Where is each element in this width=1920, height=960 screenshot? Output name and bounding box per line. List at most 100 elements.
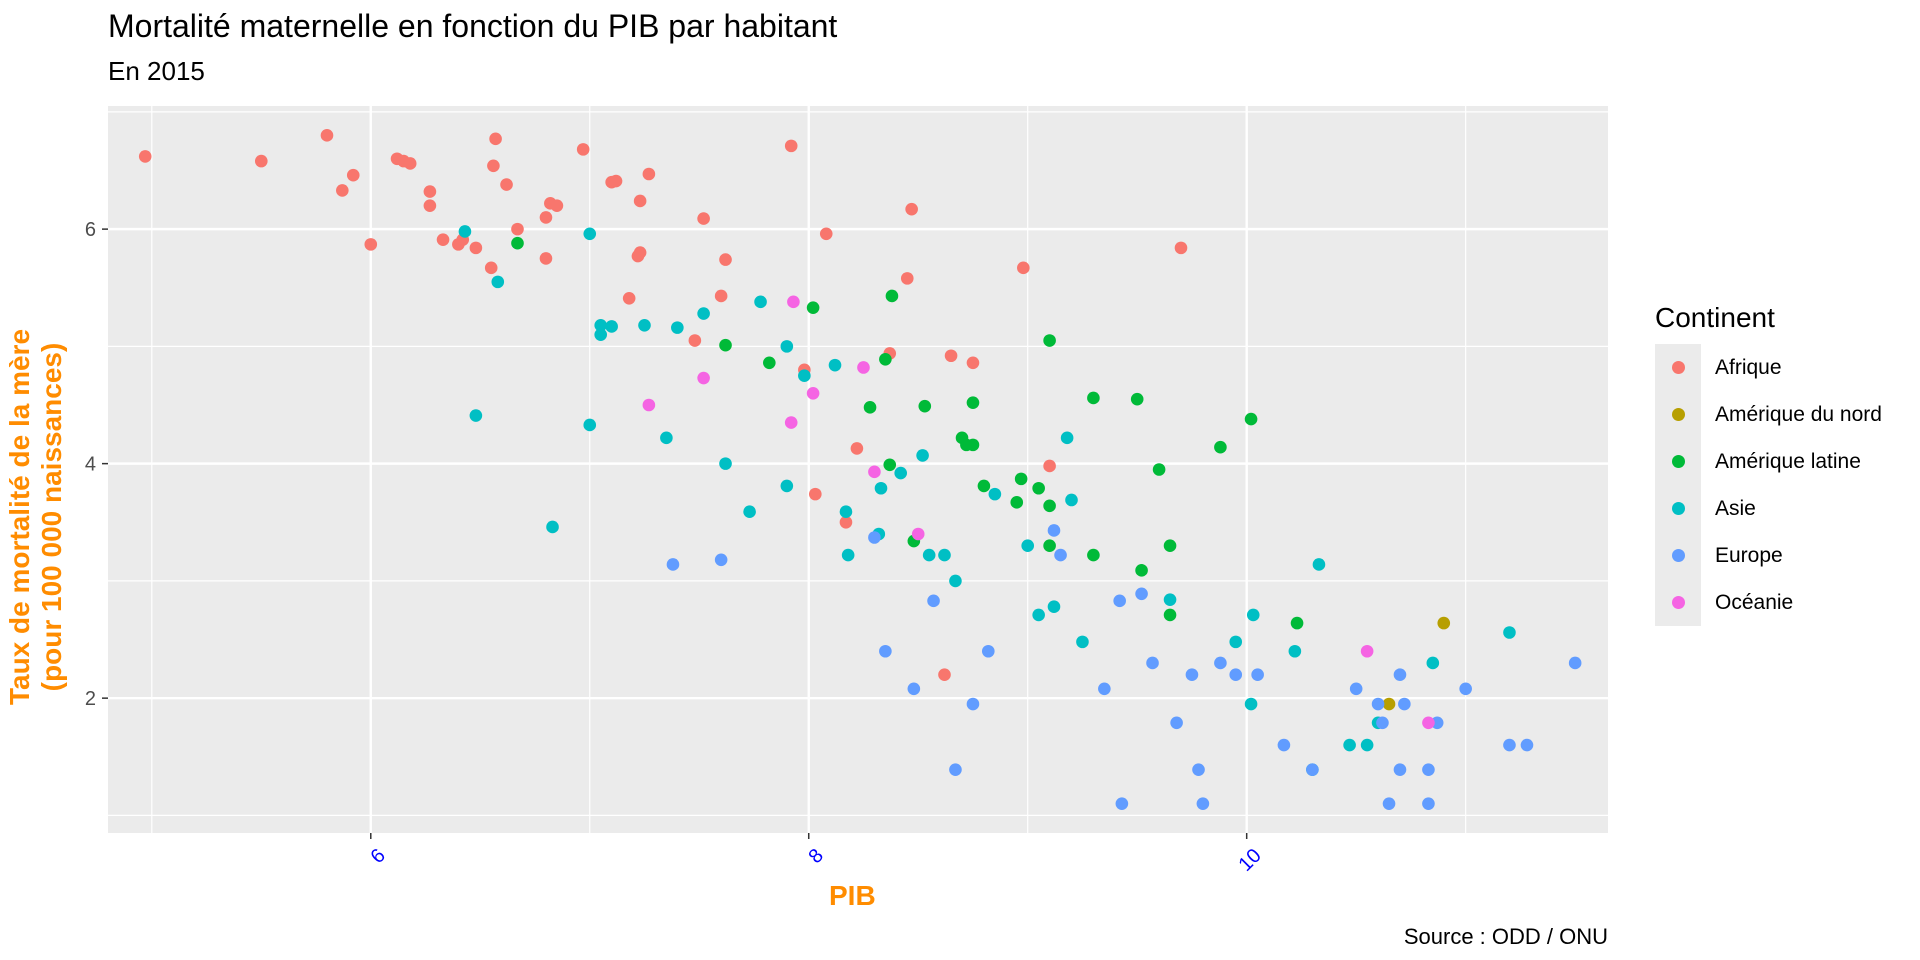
plot-panel bbox=[108, 106, 1608, 833]
legend-label: Afrique bbox=[1715, 355, 1782, 379]
data-point bbox=[1146, 656, 1159, 670]
data-point bbox=[743, 505, 756, 519]
data-point bbox=[806, 301, 820, 314]
data-point bbox=[1393, 668, 1407, 682]
data-point bbox=[719, 338, 732, 352]
data-point bbox=[714, 289, 728, 303]
data-point bbox=[576, 143, 590, 156]
data-point bbox=[1277, 738, 1291, 752]
data-point bbox=[642, 398, 656, 412]
data-point bbox=[1135, 587, 1148, 601]
data-point bbox=[1047, 600, 1061, 613]
data-point bbox=[1306, 763, 1319, 776]
legend-dot-icon bbox=[1672, 455, 1685, 468]
data-point bbox=[364, 238, 378, 251]
data-point bbox=[798, 369, 811, 382]
data-point bbox=[981, 644, 995, 658]
legend-dot-icon bbox=[1672, 549, 1685, 562]
data-point bbox=[622, 292, 636, 305]
data-point bbox=[944, 349, 958, 363]
x-tick-label: 6 bbox=[366, 845, 389, 868]
data-point bbox=[1014, 472, 1028, 486]
data-point bbox=[1185, 668, 1199, 682]
data-point bbox=[1568, 656, 1582, 670]
data-point bbox=[697, 371, 710, 385]
data-point bbox=[1371, 697, 1385, 711]
legend-dot-icon bbox=[1672, 361, 1685, 374]
data-point bbox=[966, 438, 980, 452]
data-point bbox=[841, 548, 855, 562]
data-point bbox=[1043, 539, 1056, 553]
data-point bbox=[938, 668, 951, 682]
data-point bbox=[346, 168, 360, 182]
data-point bbox=[1422, 763, 1435, 776]
data-point bbox=[511, 222, 524, 236]
data-point bbox=[894, 466, 908, 480]
legend-item: Europe bbox=[1655, 532, 1882, 579]
data-point bbox=[697, 307, 710, 320]
data-point bbox=[883, 458, 897, 472]
data-point bbox=[1290, 616, 1304, 630]
data-point bbox=[550, 199, 564, 212]
data-point bbox=[927, 594, 940, 608]
data-point bbox=[949, 763, 962, 776]
data-point bbox=[1076, 635, 1089, 649]
legend-item: Amérique du nord bbox=[1655, 391, 1882, 438]
data-point bbox=[1244, 412, 1258, 426]
major-gridlines bbox=[108, 106, 1608, 833]
minor-gridlines bbox=[108, 106, 1608, 833]
data-point bbox=[1163, 608, 1177, 622]
data-point bbox=[1065, 493, 1078, 507]
data-point bbox=[539, 211, 553, 224]
legend-key bbox=[1655, 532, 1701, 579]
data-point bbox=[609, 174, 623, 188]
data-points bbox=[138, 129, 1582, 810]
data-point bbox=[1229, 635, 1243, 649]
data-point bbox=[922, 548, 936, 562]
data-point bbox=[666, 558, 680, 571]
data-point bbox=[828, 358, 842, 372]
data-point bbox=[1246, 608, 1260, 622]
data-point bbox=[1170, 716, 1183, 730]
y-axis-label: Taux de mortalité de la mère (pour 100 0… bbox=[4, 329, 68, 705]
data-point bbox=[879, 352, 892, 366]
data-point bbox=[1196, 797, 1210, 810]
legend-key bbox=[1655, 579, 1701, 626]
data-point bbox=[907, 682, 921, 696]
data-point bbox=[911, 527, 925, 541]
data-point bbox=[1520, 738, 1534, 752]
data-point bbox=[436, 233, 450, 246]
data-point bbox=[966, 697, 980, 711]
data-point bbox=[491, 275, 505, 289]
data-point bbox=[1244, 697, 1258, 711]
data-point bbox=[918, 399, 932, 413]
data-point bbox=[594, 318, 608, 332]
legend-dot-icon bbox=[1672, 408, 1685, 421]
data-point bbox=[1426, 656, 1440, 670]
data-point bbox=[839, 505, 853, 519]
legend-dot-icon bbox=[1672, 596, 1685, 609]
data-point bbox=[850, 442, 864, 455]
data-point bbox=[1043, 459, 1056, 473]
data-point bbox=[719, 253, 732, 266]
data-point bbox=[511, 236, 524, 250]
data-point bbox=[780, 340, 794, 353]
data-point bbox=[787, 295, 800, 309]
legend-label: Amérique latine bbox=[1715, 449, 1861, 473]
data-point bbox=[1113, 594, 1126, 608]
data-point bbox=[784, 416, 798, 429]
legend-key bbox=[1655, 438, 1701, 485]
data-point bbox=[1032, 481, 1045, 495]
data-point bbox=[1422, 716, 1435, 730]
data-point bbox=[1163, 539, 1177, 553]
data-point bbox=[1376, 716, 1389, 730]
data-point bbox=[1152, 463, 1166, 476]
data-point bbox=[403, 157, 417, 170]
data-point bbox=[138, 150, 152, 163]
data-point bbox=[1032, 608, 1045, 622]
data-point bbox=[1047, 524, 1061, 537]
data-point bbox=[1098, 682, 1111, 696]
data-point bbox=[1503, 626, 1516, 639]
data-point bbox=[806, 386, 820, 400]
